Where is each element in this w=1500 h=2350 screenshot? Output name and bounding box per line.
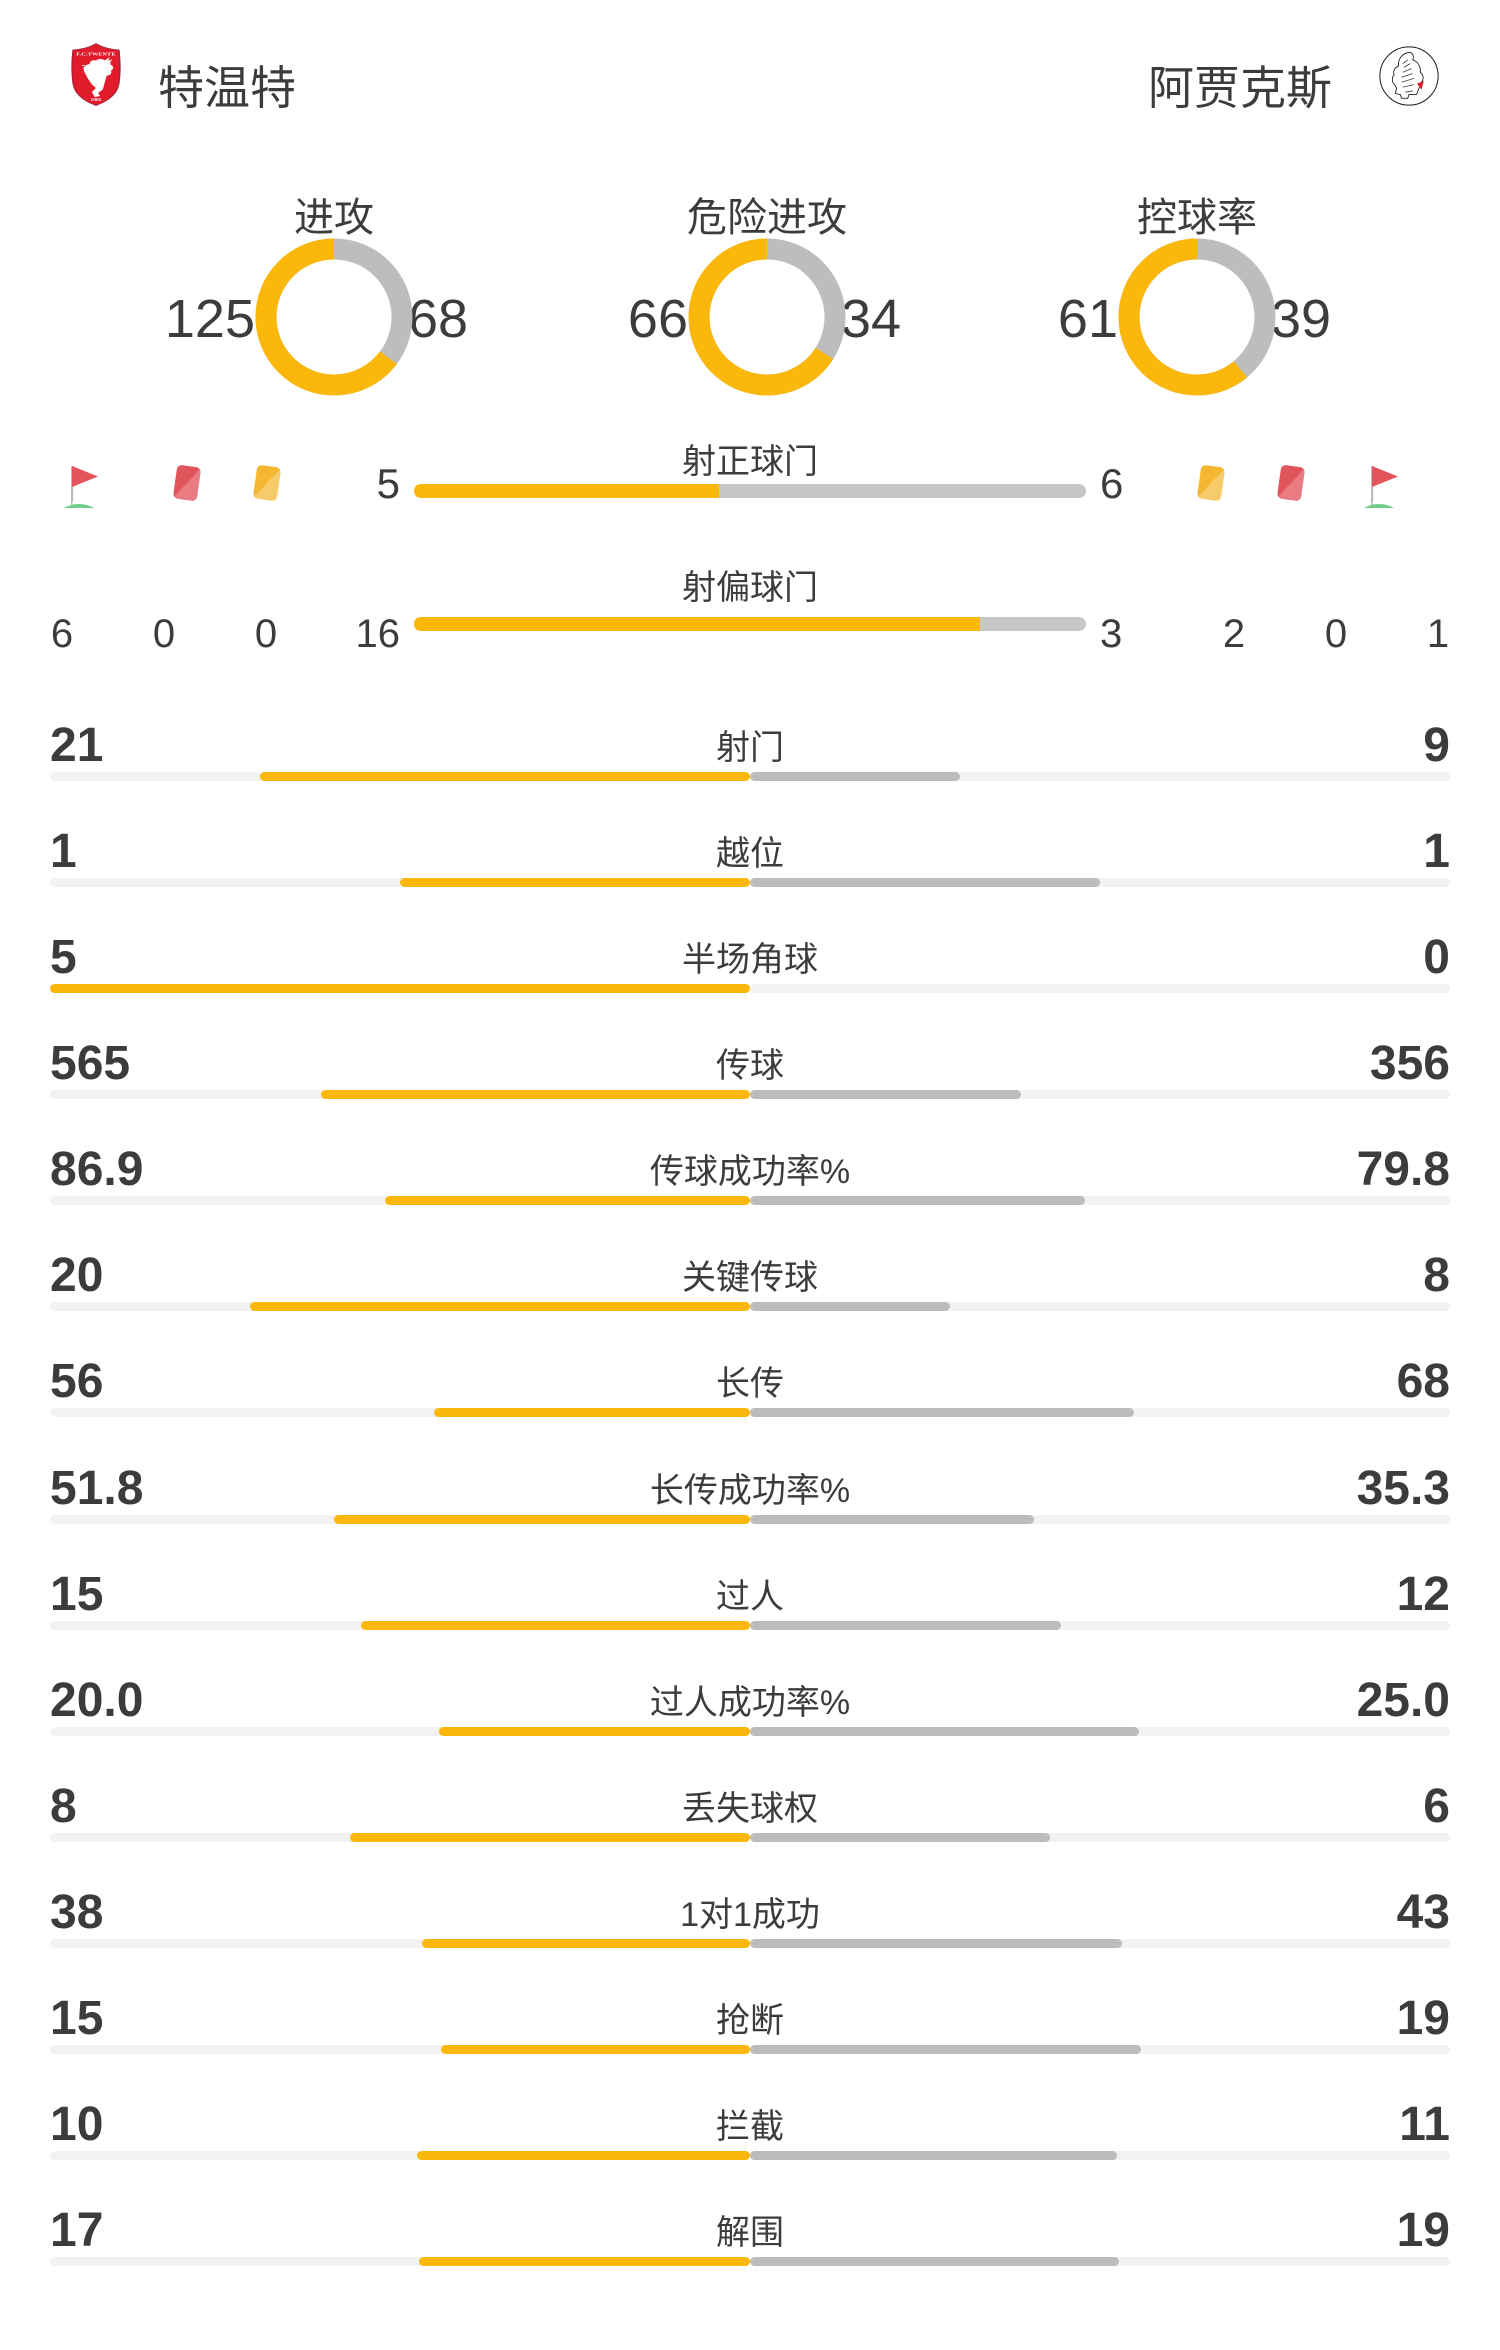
svg-text:F.C.TWENTE: F.C.TWENTE xyxy=(76,52,116,57)
svg-text:1965: 1965 xyxy=(91,98,103,102)
